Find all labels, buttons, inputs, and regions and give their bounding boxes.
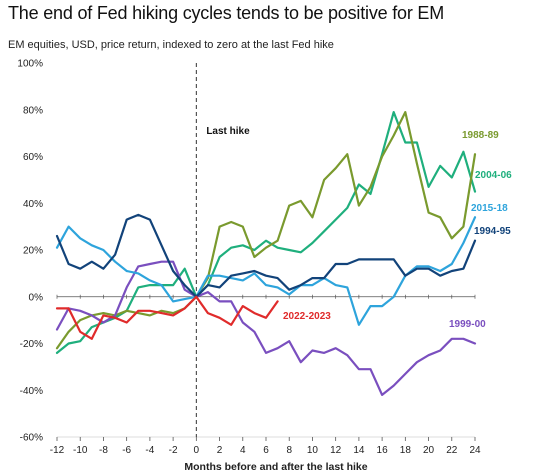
x-tick-label: -6	[122, 445, 131, 456]
x-tick-label: 10	[307, 445, 319, 456]
x-tick-label: 16	[377, 445, 389, 456]
x-tick-label: 20	[423, 445, 435, 456]
series-line-2022-2023	[55, 295, 279, 340]
y-tick-label: 40%	[23, 199, 43, 210]
x-tick-label: 8	[286, 445, 292, 456]
x-tick-label: -2	[169, 445, 178, 456]
last-hike-label: Last hike	[206, 126, 250, 137]
y-tick-label: 100%	[17, 59, 43, 70]
series-label-1994-95: 1994-95	[474, 226, 511, 237]
series-label-2015-18: 2015-18	[471, 203, 508, 214]
y-tick-label: 60%	[23, 152, 43, 163]
series-line-1994-95	[55, 213, 477, 298]
x-tick-label: 18	[400, 445, 412, 456]
chart-title: The end of Fed hiking cycles tends to be…	[8, 3, 445, 23]
y-tick-label: -60%	[20, 433, 43, 444]
x-tick-label: 12	[330, 445, 342, 456]
y-tick-label: 20%	[23, 246, 43, 257]
y-tick-label: 80%	[23, 105, 43, 116]
x-tick-label: 24	[469, 445, 481, 456]
x-tick-label: 2	[217, 445, 223, 456]
chart-subtitle: EM equities, USD, price return, indexed …	[8, 39, 334, 51]
x-tick-label: -8	[99, 445, 108, 456]
y-tick-label: 0%	[29, 292, 44, 303]
series-line-1999-00	[55, 260, 477, 396]
x-tick-label: 4	[240, 445, 246, 456]
series-label-1988-89: 1988-89	[462, 130, 499, 141]
x-tick-label: 22	[446, 445, 458, 456]
series-label-2022-2023: 2022-2023	[283, 311, 331, 322]
series-label-1999-00: 1999-00	[449, 319, 486, 330]
x-tick-label: -10	[73, 445, 88, 456]
x-tick-label: -12	[50, 445, 65, 456]
x-tick-label: -4	[145, 445, 154, 456]
x-axis-label: Months before and after the last hike	[184, 461, 367, 473]
x-tick-label: 14	[353, 445, 365, 456]
y-tick-label: -20%	[20, 339, 43, 350]
y-tick-label: -40%	[20, 386, 43, 397]
x-tick-label: 6	[263, 445, 269, 456]
x-tick-label: 0	[194, 445, 200, 456]
series-line-1988-89	[55, 110, 477, 350]
series-label-2004-06: 2004-06	[475, 170, 512, 181]
